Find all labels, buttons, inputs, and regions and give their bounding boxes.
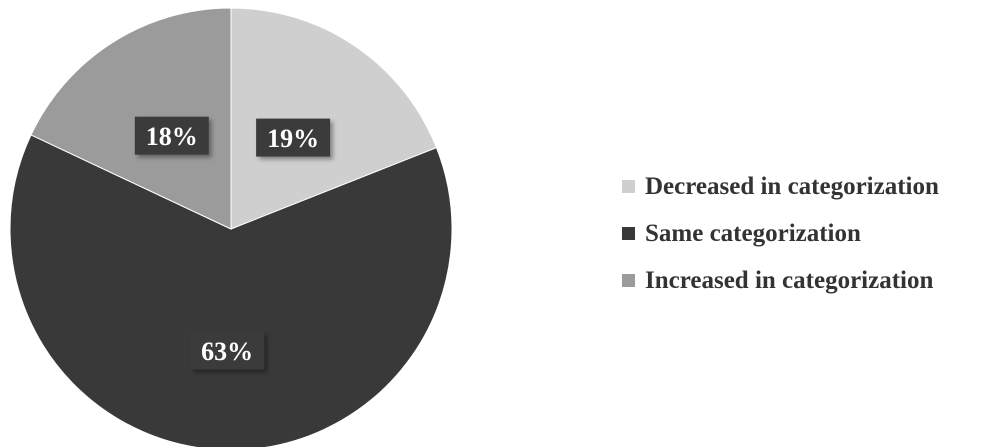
data-label-text-decreased: 19% [267, 124, 319, 153]
pie-slice-same [9, 134, 453, 447]
legend-item-decreased: Decreased in categorization [622, 163, 939, 210]
pie-slice-decreased [230, 7, 438, 230]
data-label-box-same [190, 331, 265, 370]
data-label-decreased: 19% [256, 118, 331, 157]
legend-swatch-decreased [622, 180, 635, 193]
legend-label-same: Same categorization [645, 219, 861, 247]
pie-slices [9, 7, 453, 447]
legend-label-increased: Increased in categorization [645, 266, 934, 294]
pie-slice-increased [30, 7, 232, 230]
pie-data-labels: 19% 63% 18% [134, 116, 331, 370]
legend-swatch-same [622, 227, 635, 240]
data-label-text-increased: 18% [146, 122, 198, 151]
legend-item-same: Same categorization [622, 210, 939, 257]
data-label-box-decreased [256, 118, 331, 157]
legend-item-increased: Increased in categorization [622, 257, 939, 304]
data-label-text-same: 63% [201, 337, 253, 366]
data-label-box-increased [134, 116, 209, 155]
data-label-same: 63% [190, 331, 265, 370]
pie-chart: 19% 63% 18% [9, 7, 453, 447]
legend-swatch-increased [622, 274, 635, 287]
legend: Decreased in categorization Same categor… [622, 163, 939, 304]
data-label-increased: 18% [134, 116, 209, 155]
legend-label-decreased: Decreased in categorization [645, 172, 939, 200]
